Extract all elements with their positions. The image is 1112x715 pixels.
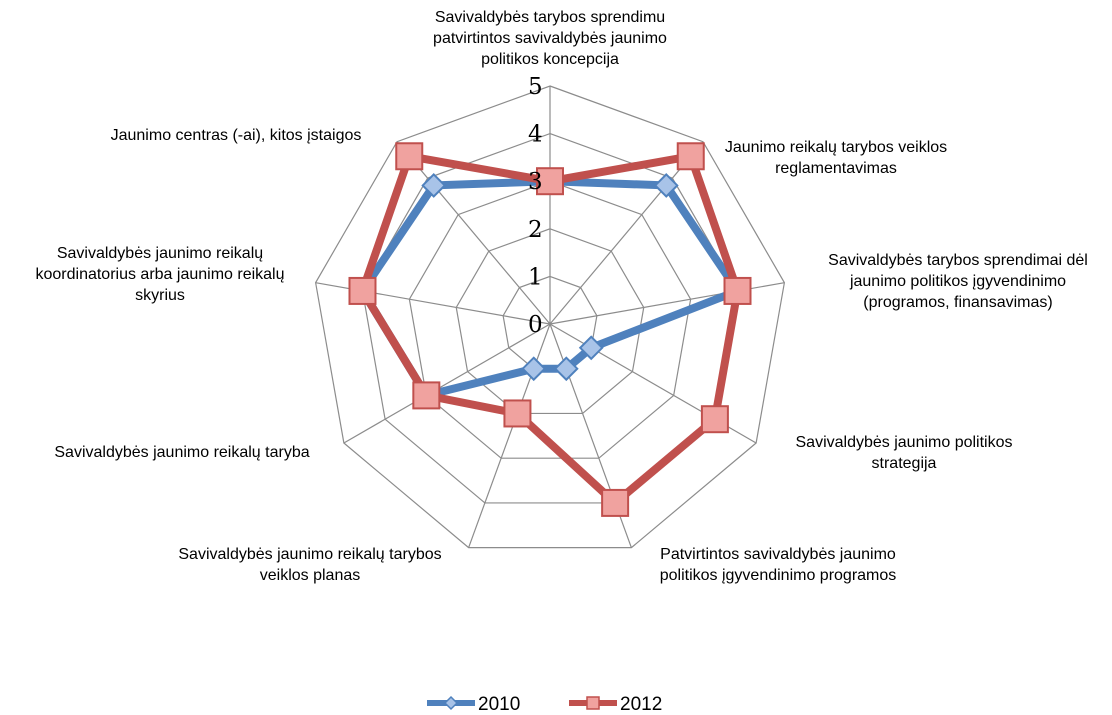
tick-label-4: 4 <box>528 122 543 148</box>
category-label-0: Savivaldybės tarybos sprendimu patvirtint… <box>433 9 667 68</box>
grid-ring-4 <box>361 132 739 504</box>
series-line-2010 <box>357 177 744 400</box>
radial-axis-ticks: 0 1 2 3 4 5 <box>528 74 543 338</box>
spoke-8 <box>396 141 551 325</box>
point-2012-5 <box>503 399 532 428</box>
legend-marker-2012 <box>586 696 600 710</box>
point-2012-3 <box>700 405 729 434</box>
grid-ring-5 <box>314 85 786 549</box>
point-2010-8 <box>421 173 447 198</box>
tick-label-5: 5 <box>528 74 543 100</box>
category-label-3: Savivaldybės jaunimo politikos strategija <box>796 434 1013 472</box>
tick-label-1: 1 <box>528 264 543 290</box>
point-2012-6 <box>412 381 441 410</box>
tick-label-2: 2 <box>528 217 543 243</box>
radar-series <box>348 142 752 517</box>
series-line-2012 <box>358 151 742 509</box>
legend-marker-2010 <box>443 695 459 711</box>
category-label-2: Savivaldybės tarybos sprendimai dėl jauni… <box>828 252 1088 311</box>
grid-ring-3 <box>408 180 692 459</box>
category-label-5: Savivaldybės jaunimo reikalų tarybos veik… <box>178 546 441 584</box>
point-2012-0 <box>536 167 564 196</box>
point-2010-3 <box>578 335 604 361</box>
category-label-7: Savivaldybės jaunimo reikalų koordinatori… <box>35 245 284 304</box>
point-2012-2 <box>723 276 752 305</box>
point-2010-5 <box>521 356 547 382</box>
point-2012-1 <box>676 142 705 171</box>
legend-label-2010: 2010 <box>478 694 520 715</box>
category-label-6: Savivaldybės jaunimo reikalų taryba <box>54 444 309 461</box>
category-label-4: Patvirtintos savivaldybės jaunimo politik… <box>660 546 897 584</box>
grid-ring-2 <box>455 228 645 415</box>
point-2012-4 <box>601 488 630 517</box>
legend-label-2012: 2012 <box>620 694 662 715</box>
tick-label-3: 3 <box>528 169 543 195</box>
tick-label-0: 0 <box>528 312 543 338</box>
spoke-1 <box>549 141 704 325</box>
radar-grid <box>314 85 786 549</box>
point-2012-7 <box>348 276 377 305</box>
legend: 2010 2012 <box>427 694 662 715</box>
category-label-8: Jaunimo centras (-ai), kitos įstaigos <box>111 127 362 144</box>
point-2012-8 <box>395 142 424 171</box>
category-labels: Savivaldybės tarybos sprendimu patvirtint… <box>35 9 1087 584</box>
point-2010-1 <box>653 173 679 198</box>
spoke-6 <box>343 323 551 444</box>
point-2010-4 <box>553 356 579 382</box>
category-label-1: Jaunimo reikalų tarybos veiklos reglament… <box>725 139 947 177</box>
